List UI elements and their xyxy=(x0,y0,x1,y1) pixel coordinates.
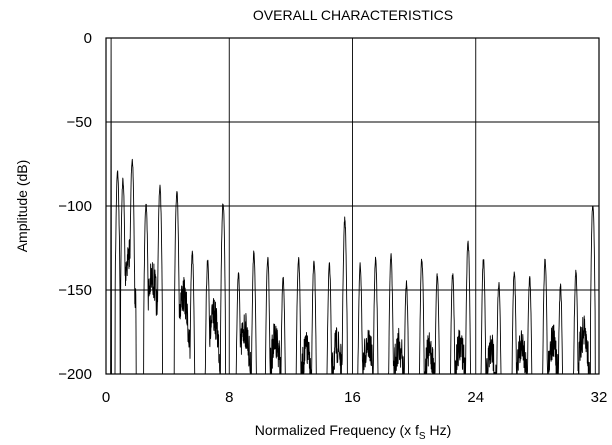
x-tick-label: 8 xyxy=(225,389,233,406)
y-axis-label: Amplitude (dB) xyxy=(14,160,30,253)
plot-frame xyxy=(105,37,600,375)
x-tick-label: 16 xyxy=(344,389,361,406)
x-tick-label: 32 xyxy=(591,389,608,406)
trace-initial-spike xyxy=(110,37,112,375)
chart-title: OVERALL CHARACTERISTICS xyxy=(253,7,453,23)
grid-lines xyxy=(106,38,599,374)
y-tick-label: −150 xyxy=(58,282,92,299)
y-tick-label: −200 xyxy=(58,366,92,383)
x-tick-label: 24 xyxy=(467,389,484,406)
x-axis-label-main: Normalized Frequency (x f xyxy=(255,422,419,438)
y-tick-label: 0 xyxy=(84,30,92,47)
x-axis-label: Normalized Frequency (x fS Hz) xyxy=(255,422,452,442)
x-axis-label-suffix: Hz) xyxy=(426,422,452,438)
x-tick-label: 0 xyxy=(102,389,110,406)
y-axis-ticks: 0 −50 −100 −150 −200 xyxy=(58,30,92,383)
x-axis-ticks: 0 8 16 24 32 xyxy=(102,389,608,406)
x-axis-label-subscript: S xyxy=(419,431,426,442)
y-tick-label: −100 xyxy=(58,198,92,215)
y-tick-label: −50 xyxy=(67,114,92,131)
